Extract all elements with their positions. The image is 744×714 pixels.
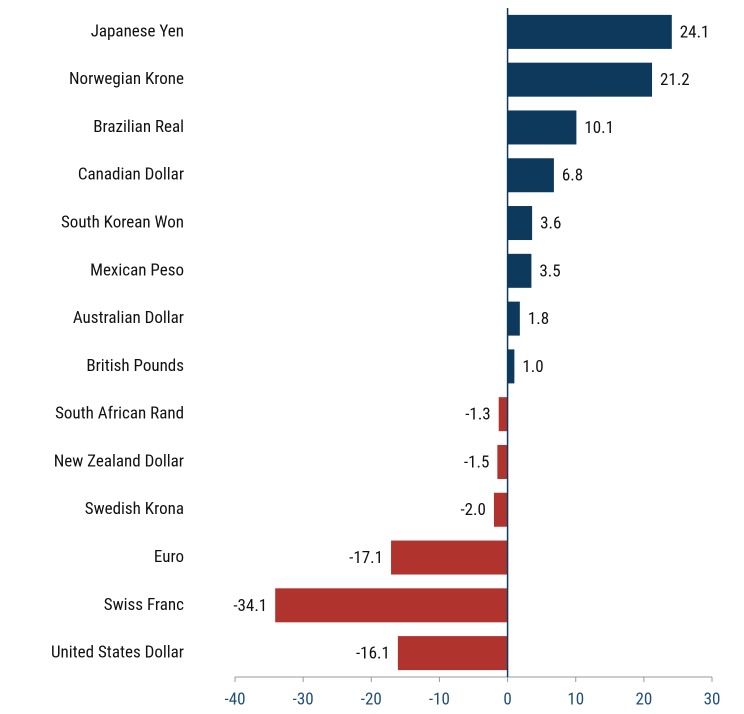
data-label: 3.5	[539, 261, 560, 281]
data-label: 3.6	[540, 214, 561, 234]
bar	[391, 540, 508, 575]
y-tick-label: Swedish Krona	[85, 499, 184, 519]
bar	[275, 588, 508, 623]
x-tick-label: 20	[635, 689, 652, 709]
data-label: 1.0	[522, 357, 543, 377]
x-tick-label: -10	[429, 689, 450, 709]
y-tick-label: South African Rand	[55, 404, 184, 424]
y-tick-label: New Zealand Dollar	[54, 451, 184, 471]
bar	[507, 158, 554, 193]
bar	[397, 636, 508, 671]
y-tick-label: Japanese Yen	[91, 21, 184, 41]
bar	[507, 14, 672, 49]
data-label: 21.2	[660, 70, 690, 90]
bar	[507, 349, 515, 384]
bar	[493, 492, 508, 527]
data-label: -16.1	[356, 644, 390, 664]
data-label: 1.8	[528, 309, 549, 329]
x-tick-label: 10	[567, 689, 584, 709]
y-tick-label: South Korean Won	[61, 213, 184, 233]
y-tick-label: Norwegian Krone	[69, 69, 184, 89]
y-tick-label: British Pounds	[86, 356, 184, 376]
x-tick-label: -30	[293, 689, 314, 709]
y-tick-label: Australian Dollar	[73, 308, 184, 328]
y-tick-label: Canadian Dollar	[78, 165, 184, 185]
x-tick-label: -40	[224, 689, 245, 709]
bar	[507, 206, 533, 241]
bar	[497, 444, 508, 479]
y-tick-label: Brazilian Real	[93, 117, 184, 137]
bar	[507, 62, 653, 97]
data-label: -34.1	[233, 596, 267, 616]
data-label: -17.1	[349, 548, 383, 568]
y-tick-label: United States Dollar	[51, 643, 184, 663]
x-tick-label: -20	[361, 689, 382, 709]
bar	[507, 301, 520, 336]
x-tick-label: 0	[503, 689, 511, 709]
bar	[507, 110, 577, 145]
bar	[498, 397, 508, 432]
data-label: 24.1	[680, 22, 710, 42]
data-label: -1.5	[464, 452, 489, 472]
data-label: 6.8	[562, 166, 583, 186]
data-label: -2.0	[460, 500, 485, 520]
data-label: 10.1	[584, 118, 614, 138]
y-tick-label: Euro	[154, 547, 184, 567]
bar	[507, 253, 532, 288]
y-tick-label: Mexican Peso	[90, 260, 184, 280]
data-label: -1.3	[465, 405, 490, 425]
x-tick-label: 30	[704, 689, 721, 709]
y-tick-label: Swiss Franc	[104, 595, 184, 615]
